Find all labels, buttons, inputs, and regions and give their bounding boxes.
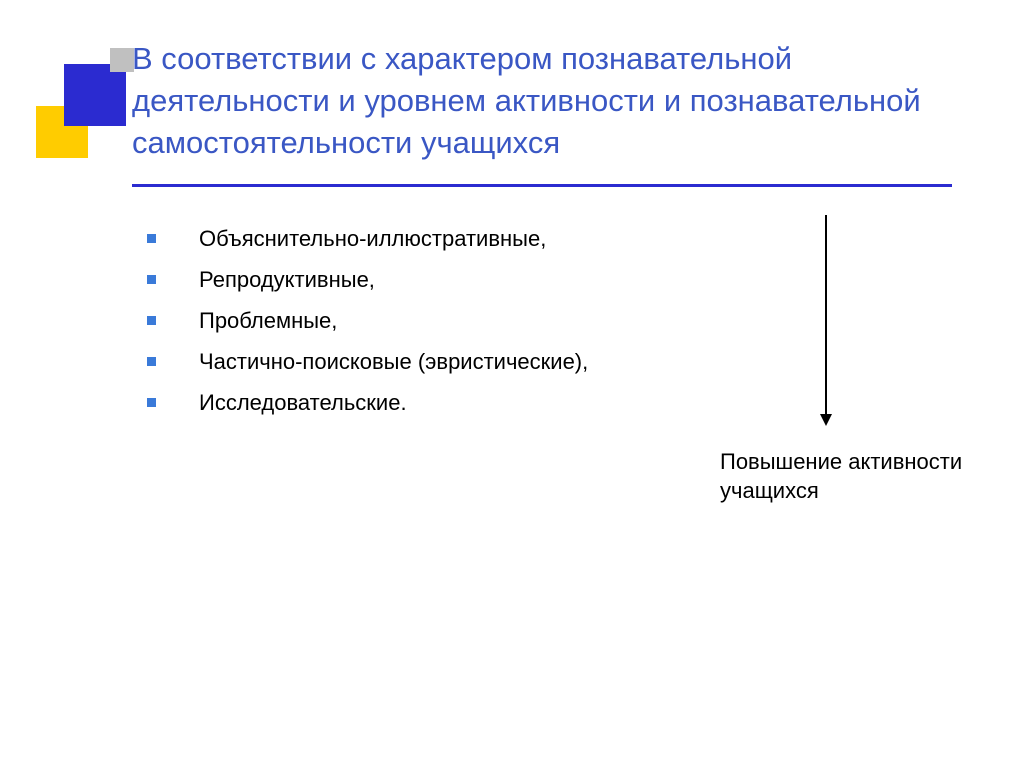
bullet-square-icon [147, 234, 156, 243]
list-item: Частично-поисковые (эвристические), [147, 345, 727, 378]
bullet-square-icon [147, 357, 156, 366]
bullet-list: Объяснительно-иллюстративные, Репродукти… [147, 222, 727, 427]
list-item: Проблемные, [147, 304, 727, 337]
list-item: Репродуктивные, [147, 263, 727, 296]
deco-square-blue [64, 64, 126, 126]
arrow-annotation: Повышение активности учащихся [720, 448, 980, 505]
list-item: Исследовательские. [147, 386, 727, 419]
slide-title: В соответствии с характером познавательн… [132, 38, 932, 164]
bullet-text: Объяснительно-иллюстративные, [199, 222, 546, 255]
bullet-text: Частично-поисковые (эвристические), [199, 345, 588, 378]
down-arrow-icon [820, 215, 832, 426]
deco-square-gray [110, 48, 134, 72]
bullet-square-icon [147, 275, 156, 284]
title-underline [132, 184, 952, 187]
bullet-text: Репродуктивные, [199, 263, 375, 296]
bullet-text: Исследовательские. [199, 386, 407, 419]
bullet-square-icon [147, 316, 156, 325]
list-item: Объяснительно-иллюстративные, [147, 222, 727, 255]
bullet-text: Проблемные, [199, 304, 337, 337]
slide: В соответствии с характером познавательн… [0, 0, 1024, 767]
bullet-square-icon [147, 398, 156, 407]
